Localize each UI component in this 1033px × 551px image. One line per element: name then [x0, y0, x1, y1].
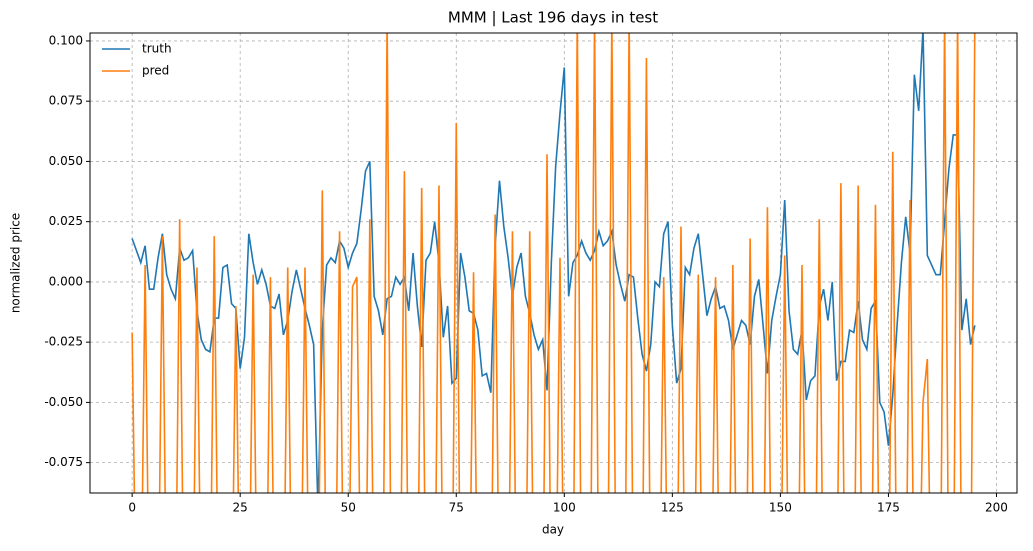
x-tick-label: 175: [877, 501, 900, 515]
x-tick-label: 0: [128, 501, 136, 515]
y-tick-label: 0.075: [49, 94, 83, 108]
y-tick-label: 0.050: [49, 154, 83, 168]
x-tick-label: 75: [449, 501, 464, 515]
x-tick-label: 125: [661, 501, 684, 515]
y-tick-label: -0.025: [44, 335, 83, 349]
y-tick-label: 0.000: [49, 274, 83, 288]
axes-frame: [89, 32, 1018, 494]
line-series: [131, 33, 976, 493]
y-tick-label: 0.100: [49, 33, 83, 47]
y-tick-label: 0.025: [49, 214, 83, 228]
x-tick-label: 150: [769, 501, 792, 515]
x-tick-label: 100: [553, 501, 576, 515]
y-tick-label: -0.050: [44, 395, 83, 409]
legend: truth pred: [102, 42, 172, 78]
x-axis-label: day: [542, 523, 564, 537]
y-axis-label: normalized price: [9, 213, 23, 313]
x-tick-label: 50: [341, 501, 356, 515]
legend-label: pred: [142, 64, 169, 78]
x-tick-label: 200: [985, 501, 1008, 515]
legend-label: truth: [142, 42, 172, 56]
plot-area: [131, 33, 976, 493]
line-series: [131, 33, 976, 493]
y-tick-label: -0.075: [44, 455, 83, 469]
x-tick-label: 25: [233, 501, 248, 515]
chart-title: MMM | Last 196 days in test: [448, 9, 658, 27]
